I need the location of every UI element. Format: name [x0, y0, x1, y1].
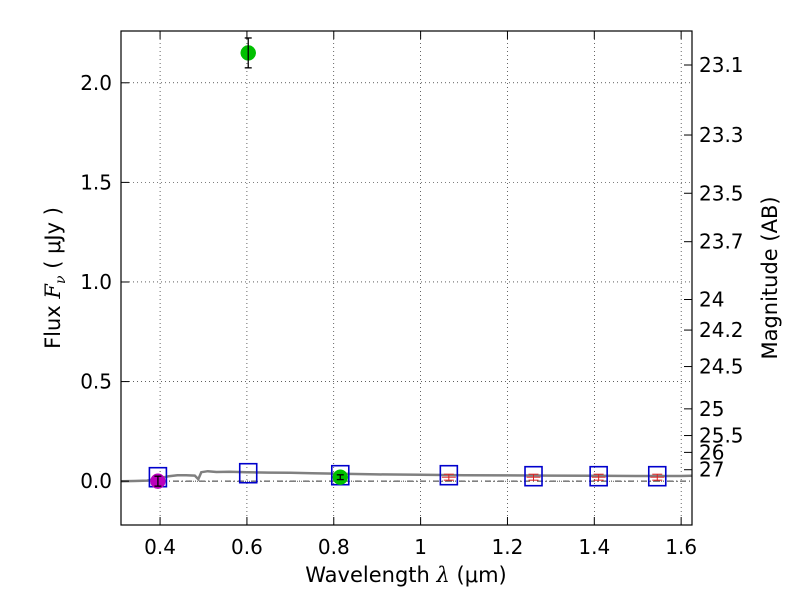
observed-photometry-points: [150, 37, 349, 489]
model-flux-square: [238, 462, 258, 484]
y-tick-label: 1.0: [80, 270, 112, 294]
upper-limit-markers: [441, 473, 665, 481]
y-tick-label: 1.5: [80, 170, 112, 194]
magnitude-tick-label: 24: [699, 288, 724, 312]
magnitude-tick-label: 24.5: [699, 355, 744, 379]
magnitude-tick-label: 25.5: [699, 424, 744, 448]
y-tick-label: 0.0: [80, 469, 112, 493]
model-flux-square: [647, 465, 667, 487]
x-tick-label: 0.8: [318, 535, 350, 559]
plot-frame: [120, 30, 693, 526]
magnitude-tick-label: 25: [699, 397, 724, 421]
model-photometry-markers: [148, 462, 667, 488]
magnitude-tick-label: 23.1: [699, 53, 744, 77]
magnitude-tick-label: 23.5: [699, 181, 744, 205]
x-axis-title: Wavelength λ (μm): [305, 563, 506, 587]
magnitude-tick-label: 23.7: [699, 230, 744, 254]
x-axis-ticks: 0.4 0.6 0.8 1 1.2 1.4 1.6: [144, 31, 697, 559]
magnitude-tick-label: 24.2: [699, 318, 744, 342]
x-tick-label: 0.4: [144, 535, 176, 559]
model-flux-square: [439, 464, 459, 486]
x-tick-label: 0.6: [231, 535, 263, 559]
model-spectrum-line: [120, 469, 693, 483]
magnitude-tick-label: 26: [699, 440, 724, 464]
x-tick-label: 1: [414, 535, 427, 559]
x-tick-label: 1.2: [492, 535, 524, 559]
y-axis-title: Flux Fν ( μJy ): [41, 207, 69, 349]
magnitude-axis-title: Magnitude (AB): [758, 196, 782, 359]
y-tick-label: 2.0: [80, 71, 112, 95]
model-flux-square: [589, 465, 608, 487]
x-tick-label: 1.6: [665, 535, 697, 559]
y-tick-label: 0.5: [80, 370, 112, 394]
x-tick-label: 1.4: [578, 535, 610, 559]
magnitude-tick-label: 23.3: [699, 123, 744, 147]
magnitude-tick-label: 27: [699, 458, 724, 482]
y-axis-ticks: 0.0 0.5 1.0 1.5 2.0: [80, 71, 129, 493]
model-flux-square: [524, 465, 543, 487]
